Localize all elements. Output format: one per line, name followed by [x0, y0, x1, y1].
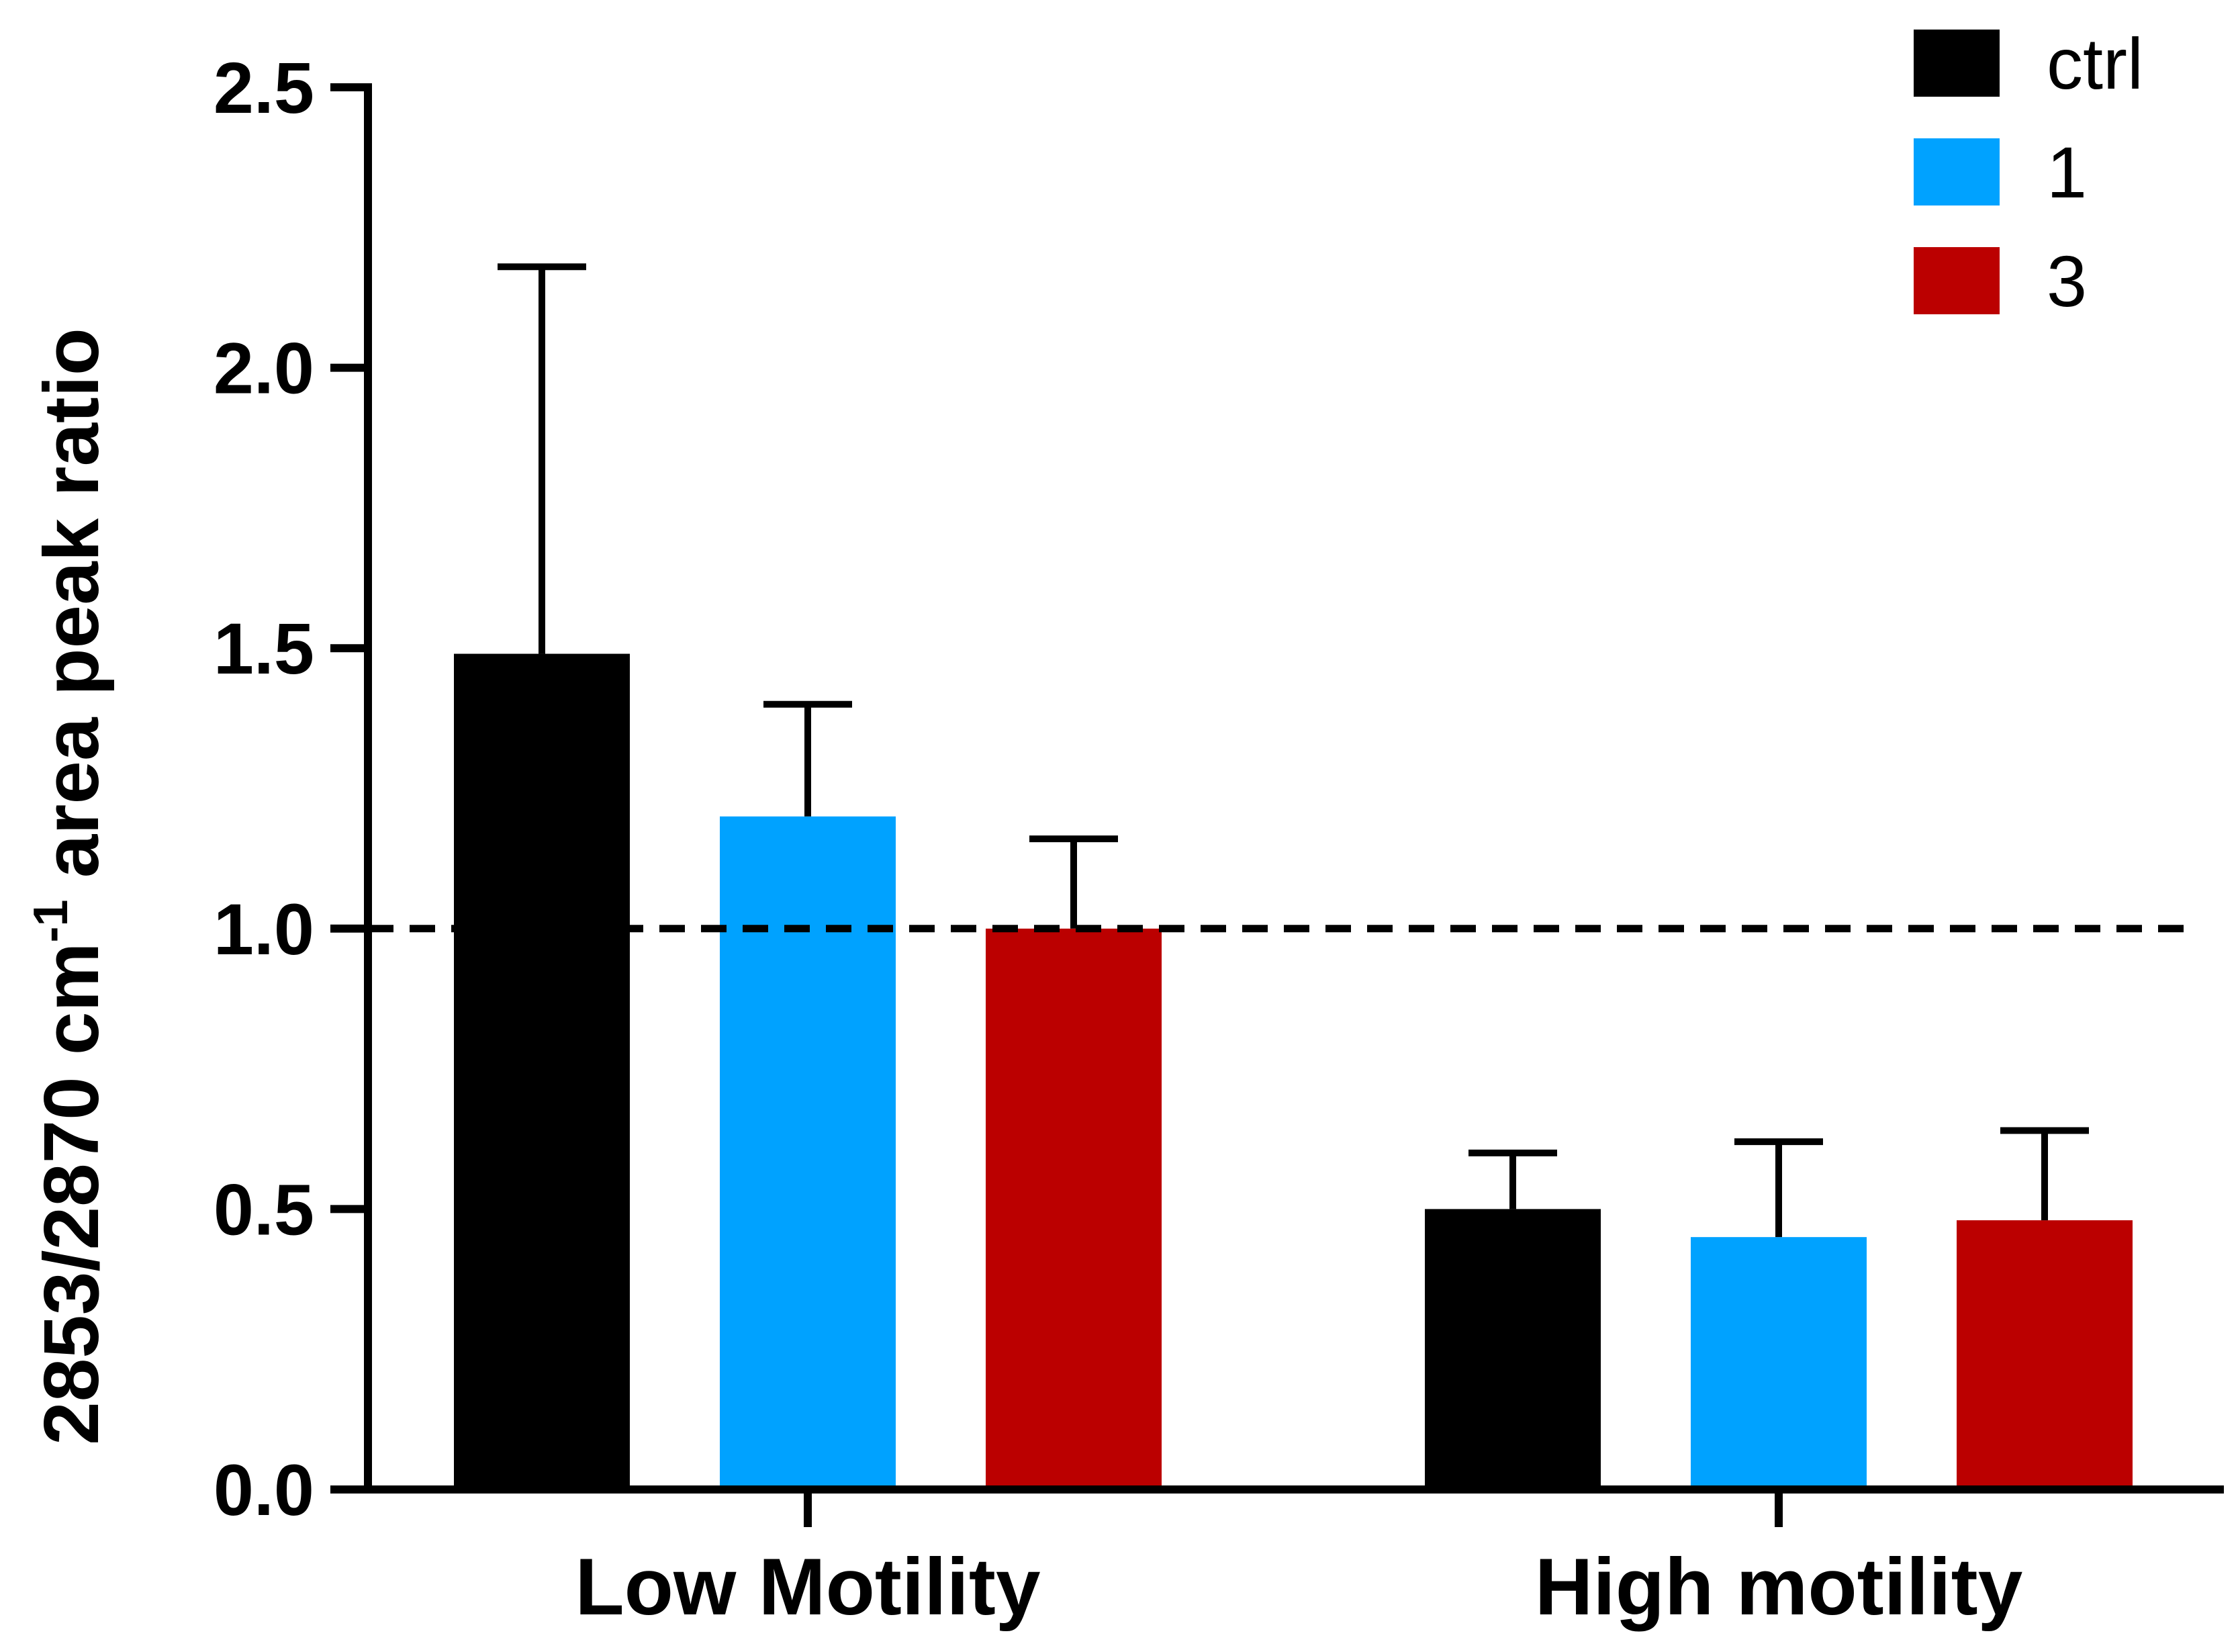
error-bars-group	[498, 263, 2089, 1238]
y-axis-title-superscript: -1	[24, 899, 78, 942]
y-axis-title-suffix: area peak ratio	[28, 328, 115, 899]
y-tick-label: 0.0	[214, 1449, 314, 1530]
y-tick-label: 1.0	[214, 888, 314, 970]
bar-3-0	[986, 928, 1162, 1489]
bar-ctrl-1	[1425, 1209, 1601, 1489]
legend-swatch-1	[1914, 138, 2000, 205]
bar-ctrl-0	[454, 653, 630, 1489]
legend-label-1: 1	[2047, 132, 2087, 213]
legend: ctrl 1 3	[1914, 23, 2143, 322]
bar-1-1	[1691, 1237, 1867, 1489]
y-tick-label: 1.5	[214, 608, 314, 689]
x-category-label: Low Motility	[575, 1542, 1040, 1632]
legend-swatch-ctrl	[1914, 30, 2000, 97]
y-tick-label: 2.0	[214, 328, 314, 409]
y-axis-title: 2853/2870 cm-1 area peak ratio	[24, 328, 115, 1444]
y-tick-label: 2.5	[214, 47, 314, 128]
legend-swatch-3	[1914, 247, 2000, 314]
axes-group: 0.0 0.5 1.0 1.5 2.0 2.5 Low Motility High motil…	[214, 47, 2224, 1632]
bars-group	[454, 653, 2133, 1489]
bar-1-0	[720, 816, 896, 1489]
legend-label-3: 3	[2047, 240, 2087, 322]
legend-label-ctrl: ctrl	[2047, 23, 2143, 104]
y-tick-label: 0.5	[214, 1168, 314, 1250]
x-category-label: High motility	[1535, 1542, 2023, 1632]
bar-3-1	[1957, 1220, 2133, 1489]
